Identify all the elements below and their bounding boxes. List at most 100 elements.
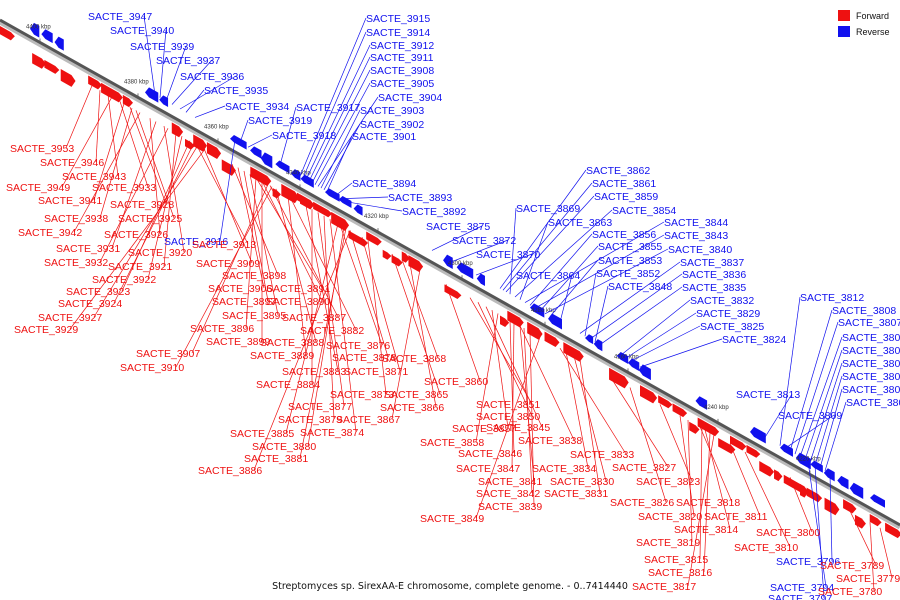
forward-gene-label: SACTE_3889 xyxy=(250,350,314,362)
reverse-leader-line xyxy=(279,106,297,166)
reverse-gene-label: SACTE_3908 xyxy=(370,65,434,77)
forward-leader-line xyxy=(65,85,93,149)
forward-leader-line xyxy=(869,522,875,592)
reverse-gene xyxy=(145,87,159,103)
reverse-leader-line xyxy=(529,233,593,306)
reverse-gene-label: SACTE_3861 xyxy=(592,178,656,190)
reverse-leader-line xyxy=(339,196,389,200)
forward-leader-line xyxy=(491,310,509,429)
forward-leader-line xyxy=(95,90,101,163)
forward-gene-label: SACTE_3906 xyxy=(208,283,272,295)
forward-gene xyxy=(869,514,882,527)
forward-gene-label: SACTE_3891 xyxy=(266,283,330,295)
legend: Forward Reverse xyxy=(838,10,890,37)
forward-leader-line xyxy=(729,443,761,517)
forward-gene xyxy=(730,435,747,451)
forward-gene xyxy=(759,461,775,477)
forward-gene xyxy=(348,230,369,247)
gene-labels: SACTE_3947 SACTE_3940 SACTE_3939 SACTE_3937… xyxy=(6,11,900,600)
forward-gene-label: SACTE_3823 xyxy=(636,476,700,488)
forward-gene-label: SACTE_3834 xyxy=(532,463,596,475)
reverse-leader-line xyxy=(179,75,237,110)
reverse-gene-label: SACTE_3804 xyxy=(842,358,900,370)
reverse-gene xyxy=(30,22,40,38)
forward-gene xyxy=(401,251,410,263)
reverse-gene-label: SACTE_3914 xyxy=(366,27,430,39)
reverse-gene-label: SACTE_3796 xyxy=(776,556,840,568)
reverse-leader-line xyxy=(594,285,609,342)
forward-leader-line xyxy=(93,144,199,318)
forward-gene-label: SACTE_3820 xyxy=(638,511,702,523)
forward-gene-label: SACTE_3929 xyxy=(14,324,78,336)
forward-leader-line xyxy=(175,186,273,368)
reverse-leader-line xyxy=(639,338,723,368)
label-leader-lines xyxy=(61,15,893,599)
forward-leader-line xyxy=(659,404,693,482)
forward-gene-label: SACTE_3830 xyxy=(550,476,614,488)
forward-leader-line xyxy=(687,420,693,543)
reverse-gene-label: SACTE_3824 xyxy=(722,334,786,346)
reverse-leader-line xyxy=(239,119,249,143)
forward-leader-line xyxy=(135,110,175,219)
reverse-gene-label: SACTE_3863 xyxy=(548,217,612,229)
forward-gene xyxy=(544,331,560,348)
forward-gene xyxy=(885,522,900,539)
reverse-gene xyxy=(585,334,594,345)
forward-gene-label: SACTE_3882 xyxy=(300,325,364,337)
reverse-gene xyxy=(780,443,793,457)
forward-gene-label: SACTE_3842 xyxy=(476,488,540,500)
reverse-gene-label: SACTE_3919 xyxy=(248,115,312,127)
reverse-gene-label: SACTE_3807 xyxy=(838,317,900,329)
reverse-gene xyxy=(750,426,766,444)
reverse-leader-line xyxy=(171,59,213,105)
forward-gene xyxy=(658,395,673,409)
forward-gene-label: SACTE_3849 xyxy=(420,513,484,525)
forward-gene xyxy=(500,315,510,327)
forward-leader-line xyxy=(245,177,257,329)
reverse-leader-line xyxy=(814,465,825,599)
reverse-leader-line xyxy=(502,182,593,291)
forward-gene xyxy=(609,367,629,389)
forward-gene-label: SACTE_3921 xyxy=(108,261,172,273)
reverse-gene-label: SACTE_3797 xyxy=(768,593,832,600)
forward-gene xyxy=(391,254,403,267)
forward-gene-label: SACTE_3924 xyxy=(58,298,122,310)
forward-gene xyxy=(250,166,272,187)
reverse-gene-label: SACTE_3813 xyxy=(736,389,800,401)
tick-label: 4300 kbp xyxy=(448,261,473,267)
reverse-gene-label: SACTE_3843 xyxy=(664,230,728,242)
reverse-gene-label: SACTE_3803 xyxy=(842,371,900,383)
forward-gene-label: SACTE_3932 xyxy=(44,257,108,269)
reverse-gene-label: SACTE_3840 xyxy=(668,244,732,256)
forward-leader-line xyxy=(113,142,195,304)
reverse-leader-line xyxy=(185,89,205,113)
reverse-leader-line xyxy=(194,105,226,118)
forward-gene-label: SACTE_3847 xyxy=(456,463,520,475)
forward-gene-label: SACTE_3898 xyxy=(222,270,286,282)
forward-gene-label: SACTE_3909 xyxy=(196,258,260,270)
forward-gene-label: SACTE_3831 xyxy=(544,488,608,500)
reverse-leader-line xyxy=(431,225,483,251)
reverse-leader-line xyxy=(534,234,665,309)
reverse-leader-line xyxy=(629,325,701,362)
reverse-gene-label: SACTE_3892 xyxy=(402,206,466,218)
reverse-leader-line xyxy=(779,296,801,446)
forward-gene xyxy=(746,444,761,458)
reverse-gene xyxy=(823,468,835,482)
forward-leader-line xyxy=(629,387,667,503)
legend-reverse-swatch xyxy=(838,26,850,37)
tick-label: 4400 kbp xyxy=(26,24,51,30)
reverse-gene-label: SACTE_3915 xyxy=(366,13,430,25)
forward-gene-label: SACTE_3880 xyxy=(252,441,316,453)
forward-gene-label: SACTE_3873 xyxy=(330,389,394,401)
reverse-gene xyxy=(616,352,629,364)
reverse-leader-line xyxy=(311,69,371,184)
forward-leader-line xyxy=(789,477,813,533)
forward-leader-line xyxy=(107,94,119,177)
forward-leader-line xyxy=(195,143,249,245)
forward-gene xyxy=(672,403,688,418)
reverse-leader-line xyxy=(334,182,353,197)
gene-track xyxy=(0,22,900,539)
forward-gene-label: SACTE_3883 xyxy=(282,366,346,378)
forward-gene-label: SACTE_3815 xyxy=(644,554,708,566)
